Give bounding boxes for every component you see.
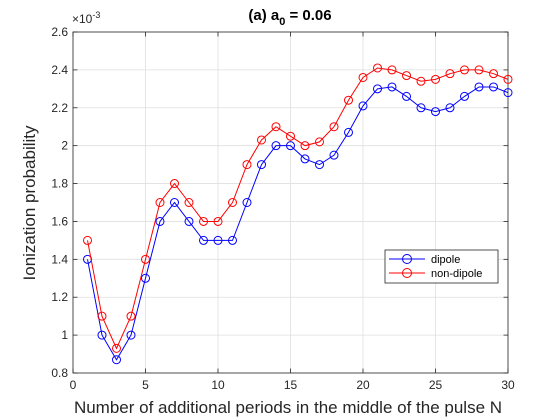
x-axis-label: Number of additional periods in the midd…	[74, 398, 502, 417]
data-point	[474, 82, 484, 92]
x-tick-label: 5	[142, 378, 149, 392]
data-point	[416, 76, 426, 86]
data-point	[155, 216, 165, 226]
data-point	[387, 82, 397, 92]
data-point	[126, 311, 136, 321]
data-point	[184, 198, 194, 207]
data-point	[489, 82, 498, 92]
data-point	[141, 254, 150, 264]
series-dipole	[83, 82, 513, 365]
data-point	[286, 141, 295, 151]
data-point	[228, 198, 237, 207]
data-point	[445, 103, 455, 113]
legend-item-non-dipole: non-dipole	[389, 268, 482, 280]
data-point	[83, 235, 92, 245]
x-tick-label: 0	[70, 378, 77, 392]
data-point	[416, 103, 426, 113]
chart-title-subscript: 0	[279, 16, 285, 28]
data-point	[329, 150, 339, 160]
data-point	[474, 65, 484, 75]
series-non-dipole	[83, 63, 513, 353]
x-tick-label: 30	[501, 378, 515, 392]
y-tick-label: 1.6	[51, 214, 68, 228]
data-point	[373, 63, 382, 73]
data-point	[184, 216, 194, 226]
ticks: 0 5 10 15 20 25 30 0.8 1 1.2 1.4 1.6 1.8 2 2.2 2.4 2.6	[51, 25, 515, 392]
data-point	[431, 74, 440, 84]
data-point	[489, 69, 498, 79]
y-tick-label: 1.4	[51, 252, 68, 266]
data-point	[126, 330, 136, 340]
x-tick-label: 20	[356, 378, 370, 392]
x-tick-label: 25	[429, 378, 443, 392]
data-point	[373, 84, 382, 94]
legend-non-dipole-label: non-dipole	[431, 268, 482, 280]
data-point	[460, 91, 469, 101]
legend: dipole non-dipole	[384, 249, 499, 284]
data-point	[257, 160, 266, 170]
data-point	[97, 330, 107, 340]
data-point	[199, 235, 208, 245]
data-point	[445, 69, 455, 79]
chart-title: (a) a0 = 0.06	[248, 7, 331, 28]
data-point	[402, 91, 411, 101]
y-tick-label: 0.8	[51, 366, 68, 380]
data-point	[286, 131, 295, 141]
data-point	[329, 122, 339, 132]
data-point	[503, 74, 513, 84]
x-tick-label: 15	[284, 378, 298, 392]
plot-area: 0 5 10 15 20 25 30 0.8 1 1.2 1.4 1.6 1.8 2 2.2 2.4 2.6	[51, 25, 515, 392]
y-axis-exponent: ×10-3	[72, 10, 100, 26]
legend-dipole-label: dipole	[431, 254, 460, 266]
data-point	[271, 141, 281, 151]
data-point	[460, 65, 469, 75]
data-point	[503, 88, 513, 98]
data-point	[315, 160, 324, 170]
series-line	[87, 86, 509, 361]
data-point	[141, 273, 150, 283]
data-point	[344, 127, 353, 137]
data-point	[213, 216, 223, 226]
data-point	[315, 137, 324, 147]
legend-non-dipole-marker	[402, 268, 412, 278]
data-point	[112, 355, 121, 365]
data-point	[155, 198, 165, 207]
y-tick-label: 1.2	[51, 290, 68, 304]
data-point	[97, 311, 107, 321]
y-tick-label: 2.2	[51, 101, 68, 115]
data-point	[387, 65, 397, 75]
data-point	[242, 198, 252, 207]
y-tick-label: 1	[61, 328, 68, 342]
legend-item-dipole: dipole	[389, 254, 460, 266]
y-tick-label: 2	[61, 139, 68, 153]
y-tick-label: 2.4	[51, 63, 68, 77]
data-point	[199, 216, 208, 226]
data-point	[170, 198, 179, 207]
data-point	[257, 135, 266, 145]
data-point	[402, 71, 411, 81]
data-point	[358, 101, 368, 111]
data-point	[213, 235, 223, 245]
series-line	[87, 67, 509, 350]
data-point	[112, 343, 121, 353]
data-point	[271, 122, 281, 132]
data-point	[358, 72, 368, 82]
y-tick-label: 1.8	[51, 177, 68, 191]
y-axis-label: Ionization probability	[20, 125, 39, 280]
data-point	[300, 141, 310, 151]
data-point	[228, 235, 237, 245]
data-point	[300, 154, 310, 164]
legend-dipole-marker	[402, 254, 412, 264]
x-tick-label: 10	[211, 378, 225, 392]
data-point	[344, 95, 353, 105]
data-point	[242, 160, 252, 170]
data-point	[431, 107, 440, 117]
data-point	[170, 179, 179, 189]
y-tick-label: 2.6	[51, 25, 68, 39]
